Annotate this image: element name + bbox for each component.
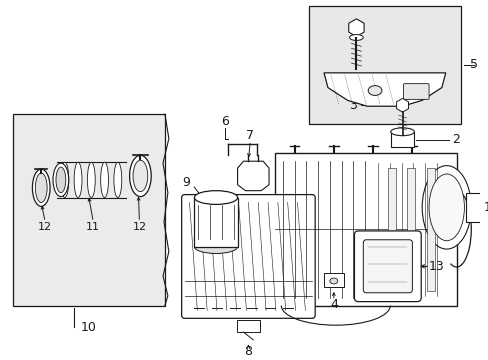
Ellipse shape <box>194 191 237 204</box>
Ellipse shape <box>35 173 47 202</box>
Bar <box>390 132 413 148</box>
FancyBboxPatch shape <box>363 240 411 293</box>
Polygon shape <box>348 19 364 36</box>
Ellipse shape <box>53 163 69 197</box>
Text: 9: 9 <box>182 176 190 189</box>
Ellipse shape <box>87 162 95 198</box>
Ellipse shape <box>194 240 237 253</box>
Ellipse shape <box>133 160 147 192</box>
Ellipse shape <box>74 162 82 198</box>
Text: 11: 11 <box>86 222 100 232</box>
Polygon shape <box>396 98 407 112</box>
Text: 2: 2 <box>452 133 460 146</box>
Bar <box>387 168 395 291</box>
Polygon shape <box>237 161 268 191</box>
Ellipse shape <box>421 166 470 249</box>
FancyBboxPatch shape <box>354 231 420 302</box>
Text: 8: 8 <box>244 345 252 358</box>
Ellipse shape <box>367 86 381 95</box>
Bar <box>13 114 164 306</box>
Polygon shape <box>324 73 445 106</box>
Text: 6: 6 <box>221 116 228 129</box>
Ellipse shape <box>329 278 337 284</box>
Bar <box>236 320 260 332</box>
Bar <box>407 168 414 291</box>
Ellipse shape <box>129 155 151 197</box>
Text: 4: 4 <box>329 298 337 311</box>
Bar <box>426 168 434 291</box>
Bar <box>194 198 237 247</box>
Text: 12: 12 <box>132 222 146 232</box>
Ellipse shape <box>101 162 108 198</box>
Text: 5: 5 <box>469 58 477 72</box>
Bar <box>274 153 456 306</box>
Text: 1: 1 <box>483 201 488 214</box>
Ellipse shape <box>114 162 122 198</box>
Text: 3: 3 <box>349 99 357 112</box>
Ellipse shape <box>56 167 66 193</box>
Bar <box>308 6 461 124</box>
Ellipse shape <box>349 35 363 40</box>
FancyBboxPatch shape <box>403 84 428 99</box>
Bar <box>324 273 343 287</box>
Ellipse shape <box>390 128 413 136</box>
Text: 7: 7 <box>246 129 254 142</box>
Ellipse shape <box>428 174 464 241</box>
Bar <box>466 193 488 222</box>
Text: 10: 10 <box>80 321 96 334</box>
Ellipse shape <box>61 162 69 198</box>
Text: 12: 12 <box>38 222 52 232</box>
FancyBboxPatch shape <box>181 195 315 318</box>
Ellipse shape <box>32 169 50 206</box>
Text: 13: 13 <box>428 260 444 273</box>
